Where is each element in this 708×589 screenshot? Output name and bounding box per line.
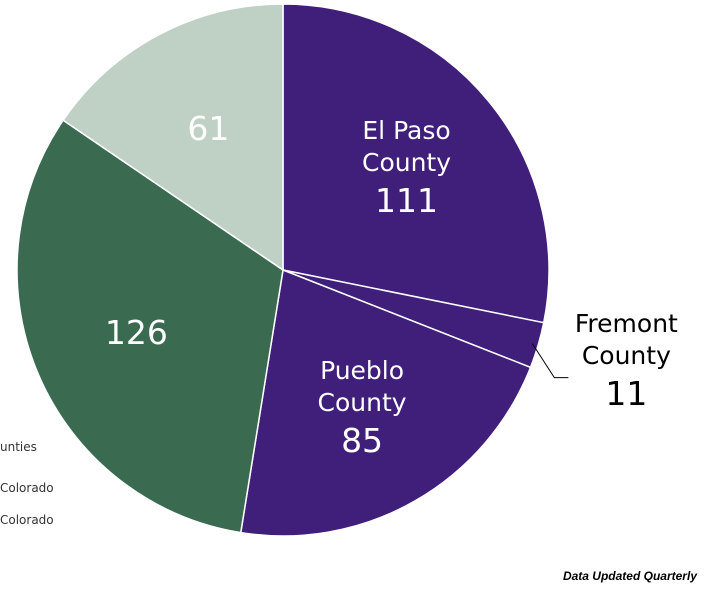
- pie-slice: [16, 119, 284, 534]
- legend-label: unties: [0, 440, 37, 454]
- legend-label: Colorado: [0, 481, 54, 495]
- slice-value: 61: [187, 108, 230, 148]
- slice-value: 111: [375, 180, 439, 220]
- slice-name: Pueblo County: [317, 355, 407, 417]
- slice-name: El Paso County: [361, 115, 452, 177]
- footnote: Data Updated Quarterly: [562, 569, 697, 583]
- pie-slice: [239, 268, 532, 537]
- slice-value: 11: [605, 373, 648, 413]
- legend-label: Colorado: [0, 513, 54, 527]
- slice-label: 61: [138, 107, 278, 151]
- pie-slice: [62, 3, 284, 272]
- slice-label: Fremont County 11: [556, 308, 696, 416]
- slice-label: 126: [66, 311, 206, 355]
- slice-label: Pueblo County 85: [292, 355, 432, 463]
- leader-line: [531, 343, 569, 379]
- pie-slice: [282, 3, 550, 324]
- slice-name: Fremont County: [574, 308, 678, 370]
- slice-value: 85: [341, 420, 384, 460]
- slice-value: 126: [104, 313, 168, 353]
- slice-label: El Paso County 111: [337, 115, 477, 223]
